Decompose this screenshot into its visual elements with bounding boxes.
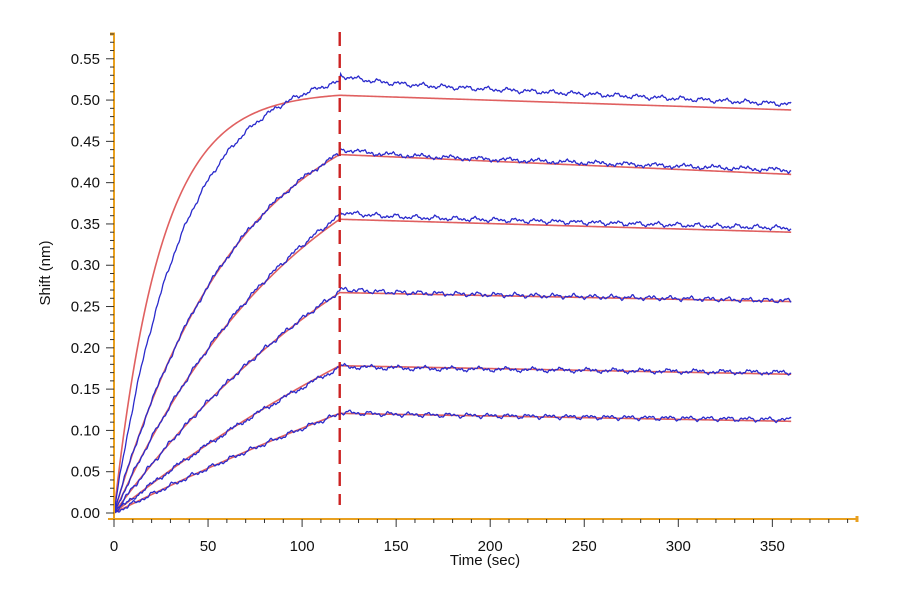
y-tick-label: 0.25 xyxy=(71,299,100,316)
data-trace xyxy=(113,286,792,514)
y-tick-label: 0.10 xyxy=(71,422,100,439)
data-trace xyxy=(113,362,792,514)
x-tick-label: 0 xyxy=(110,538,118,555)
x-tick-label: 50 xyxy=(200,538,217,555)
x-axis-title: Time (sec) xyxy=(450,552,520,569)
y-tick-label: 0.35 xyxy=(71,216,100,233)
fit-curve xyxy=(113,291,792,514)
x-tick-label: 100 xyxy=(290,538,315,555)
y-tick-label: 0.55 xyxy=(71,51,100,68)
tick-labels: 0 50 100 150 200 250 300 350 0.00 0.05 0.10 0.15 0.2… xyxy=(71,51,785,555)
data-trace xyxy=(113,71,792,514)
axes xyxy=(108,32,859,522)
data-trace xyxy=(113,147,792,514)
fit-curve xyxy=(113,412,792,514)
y-tick-label: 0.45 xyxy=(71,133,100,150)
y-tick-label: 0.00 xyxy=(71,505,100,522)
data-trace xyxy=(113,409,792,514)
y-tick-label: 0.15 xyxy=(71,381,100,398)
x-tick-label: 200 xyxy=(478,538,503,555)
fit-curve xyxy=(113,94,792,514)
fit-curve xyxy=(113,364,792,514)
y-tick-label: 0.50 xyxy=(71,92,100,109)
y-tick-label: 0.20 xyxy=(71,340,100,357)
y-axis-title: Shift (nm) xyxy=(37,240,54,305)
y-tick-label: 0.40 xyxy=(71,175,100,192)
fit-curve xyxy=(113,153,792,514)
x-tick-label: 300 xyxy=(666,538,691,555)
data-traces xyxy=(113,71,792,514)
data-trace xyxy=(113,210,792,514)
x-tick-label: 350 xyxy=(760,538,785,555)
y-tick-label: 0.05 xyxy=(71,464,100,481)
x-tick-label: 250 xyxy=(572,538,597,555)
y-tick-label: 0.30 xyxy=(71,257,100,274)
tick-marks xyxy=(106,33,849,527)
fit-curves xyxy=(113,94,792,514)
x-tick-label: 150 xyxy=(384,538,409,555)
